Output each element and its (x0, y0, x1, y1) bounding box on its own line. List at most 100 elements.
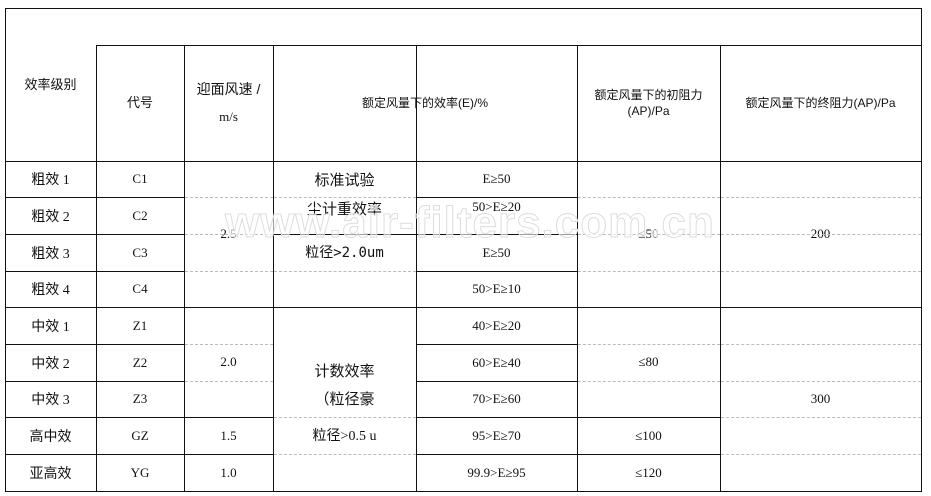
row-line (416, 234, 577, 235)
method-gravimetric-line3: 粒径>2.0um (305, 245, 384, 261)
row-line (416, 271, 577, 272)
row-efficiency: E≥50 (482, 244, 511, 260)
dashed-line (578, 234, 720, 235)
dashed-line (721, 381, 921, 382)
dashed-line (185, 197, 273, 198)
method-count-line3: 粒径>0.5 u (312, 429, 377, 444)
row-code: C4 (132, 281, 148, 296)
header-initial-resistance: 额定风量下的初阻力 (AP)/Pa (577, 45, 720, 161)
row-grade: 粗效 1 (31, 173, 70, 188)
dashed-line (274, 454, 416, 455)
row-code: Z2 (132, 354, 148, 370)
row-efficiency: 99.9>E≥95 (467, 464, 526, 480)
row-efficiency: E≥50 (482, 171, 511, 186)
column-line (921, 8, 922, 492)
header-grade: 效率级别 (24, 76, 77, 92)
method-gravimetric-line2: 尘计重效率 (306, 201, 382, 218)
row-line (416, 344, 577, 345)
row-code: YG (130, 464, 150, 480)
row-code: C3 (132, 244, 148, 260)
column-line (184, 45, 185, 492)
dashed-line (274, 271, 416, 272)
row-efficiency: 40>E≥20 (472, 317, 521, 333)
row-efficiency: 95>E≥70 (472, 427, 521, 443)
header-speed-unit: m/s (219, 109, 238, 124)
column-line (96, 45, 97, 492)
column-line (5, 8, 6, 492)
row-grade: 粗效 2 (31, 209, 70, 225)
row-code: C1 (132, 171, 148, 186)
row-grade: 中效 1 (31, 319, 70, 335)
row-line (416, 454, 577, 455)
row-grade: 中效 3 (31, 393, 70, 408)
row-line (5, 491, 922, 492)
row-code: C2 (132, 207, 148, 223)
row-grade: 粗效 3 (31, 246, 70, 262)
row-code: Z1 (132, 317, 148, 333)
method-count-line2: （粒径豪 (314, 391, 375, 408)
column-line (416, 45, 417, 492)
row-line (5, 417, 184, 418)
dashed-line (721, 417, 921, 418)
header-speed-label: 迎面风速 / (196, 81, 261, 97)
row-line (5, 307, 922, 308)
dashed-line (185, 234, 273, 235)
row-line (416, 197, 577, 198)
initial-resistance-medium: ≤80 (638, 354, 659, 369)
header-code: 代号 (126, 95, 153, 110)
column-line (273, 45, 274, 492)
dashed-line (185, 344, 273, 345)
row-line (5, 344, 184, 345)
row-grade: 粗效 4 (31, 283, 70, 298)
row-line (5, 381, 184, 382)
dashed-line (721, 234, 921, 235)
dashed-line (274, 197, 416, 198)
column-line (577, 45, 578, 492)
speed-high-medium: 1.5 (220, 427, 237, 443)
header-efficiency: 额定风量下的效率(E)/% (361, 96, 488, 110)
method-count-line1: 计数效率 (314, 363, 375, 380)
header-final-resistance: 额定风量下的终阻力(AP)/Pa (745, 96, 896, 110)
row-line (184, 454, 273, 455)
row-efficiency: 50>E≥10 (472, 281, 521, 296)
dashed-line (721, 454, 921, 455)
dashed-line (185, 381, 273, 382)
initial-resistance-coarse: ≤50 (638, 226, 659, 241)
row-grade: 高中效 (29, 429, 72, 445)
final-resistance-coarse: 200 (810, 226, 831, 241)
speed-medium: 2.0 (220, 354, 237, 369)
row-line (5, 8, 922, 9)
row-code: GZ (131, 427, 149, 443)
row-efficiency: 70>E≥60 (472, 391, 521, 406)
row-line (5, 271, 184, 272)
dashed-line (578, 197, 720, 198)
row-efficiency: 60>E≥40 (472, 354, 521, 370)
dashed-line (721, 197, 921, 198)
row-line (5, 234, 184, 235)
row-code: Z3 (132, 391, 148, 406)
row-grade: 亚高效 (29, 466, 72, 482)
row-line (416, 417, 577, 418)
row-line (577, 417, 720, 418)
column-line (720, 45, 721, 492)
dashed-line (721, 344, 921, 345)
row-line (184, 417, 273, 418)
header-initial-resistance-label: 额定风量下的初阻力 (594, 88, 703, 102)
dashed-line (578, 344, 720, 345)
speed-coarse: 2.5 (220, 226, 237, 241)
dashed-line (185, 271, 273, 272)
row-line (416, 381, 577, 382)
row-line (5, 454, 184, 455)
row-line (273, 234, 416, 235)
speed-sub-high: 1.0 (220, 464, 237, 480)
row-line (5, 161, 922, 162)
row-line (5, 197, 184, 198)
dashed-line (578, 271, 720, 272)
row-line (577, 454, 720, 455)
dashed-line (721, 271, 921, 272)
dashed-line (274, 417, 416, 418)
header-speed: 迎面风速 / m/s (184, 45, 273, 161)
final-resistance-medium: 300 (810, 391, 831, 406)
row-efficiency: 50>E≥20 (472, 199, 521, 214)
method-gravimetric-line1: 标准试验 (314, 172, 375, 189)
